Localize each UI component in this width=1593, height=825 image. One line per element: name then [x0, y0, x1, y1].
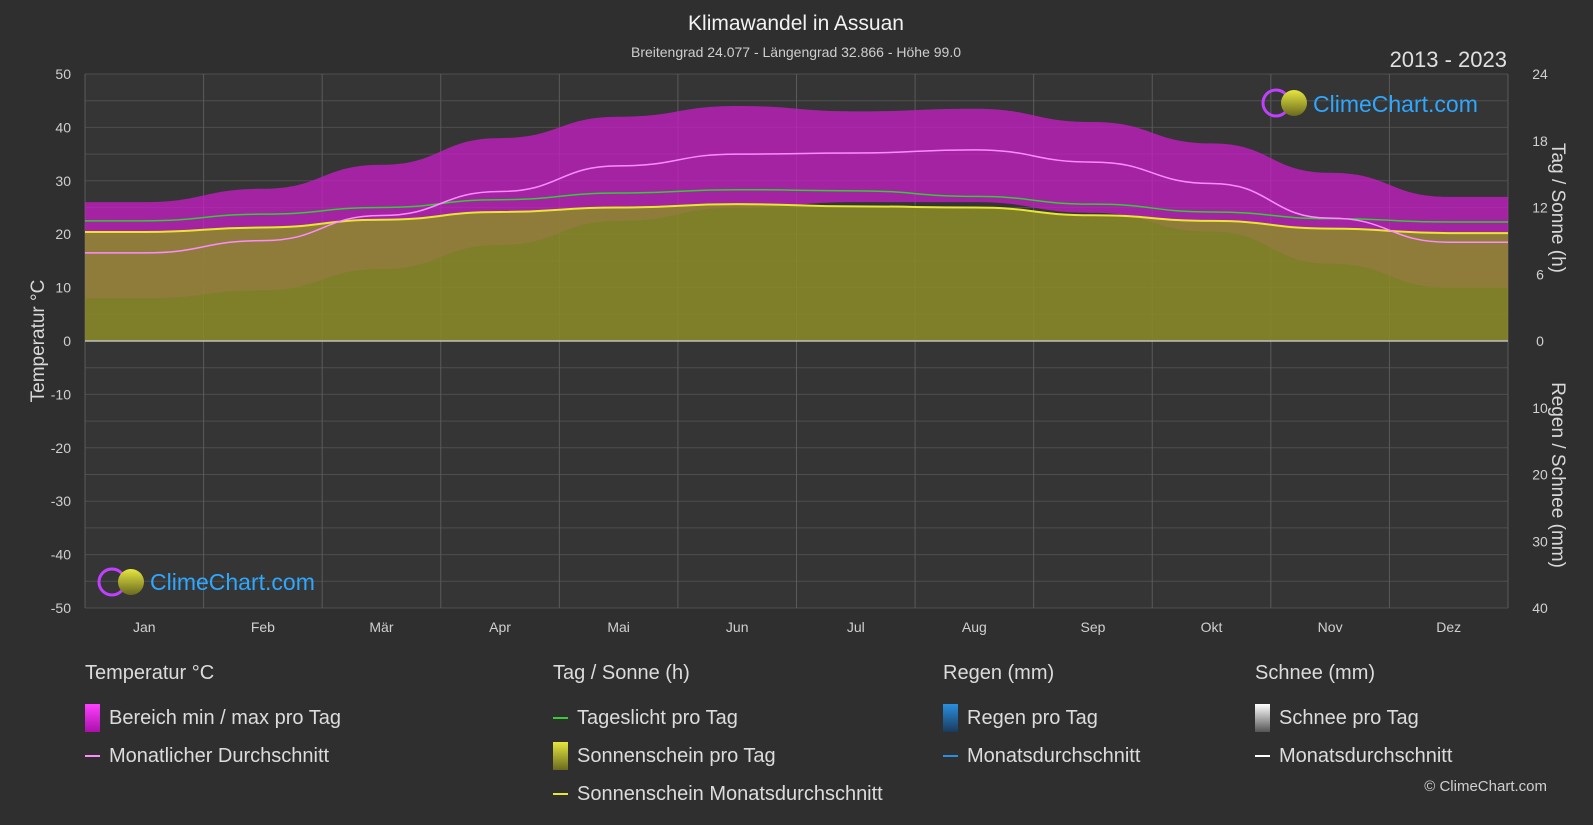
- chart-subtitle: Breitengrad 24.077 - Längengrad 32.866 -…: [631, 44, 961, 60]
- right-top-tick-label: 12: [1532, 200, 1548, 216]
- legend-snow: Schnee (mm) Schnee pro Tag Monatsdurchsc…: [1255, 662, 1452, 775]
- legend-rain: Regen (mm) Regen pro Tag Monatsdurchschn…: [943, 662, 1140, 775]
- left-axis-ticks: 50 40 30 20 10 0 -10 -20 -30 -40 -50: [51, 66, 71, 616]
- rain-swatch: [943, 704, 958, 732]
- month-axis-ticks: Jan Feb Mär Apr Mai Jun Jul Aug Sep Okt Nov Dez: [133, 619, 1461, 635]
- left-tick-label: -50: [51, 600, 71, 616]
- series-lines: [84, 149, 1508, 342]
- month-tick-label: Apr: [489, 619, 511, 635]
- right-axis-ticks: 24 18 12 6 0 10 20 30 40: [1532, 66, 1548, 616]
- month-tick-label: Sep: [1080, 619, 1105, 635]
- logo-sun-icon: [118, 569, 144, 595]
- right-top-tick-label: 6: [1536, 266, 1544, 282]
- daylight-swatch: [553, 717, 568, 719]
- left-tick-label: -40: [51, 547, 71, 563]
- year-range: 2013 - 2023: [1390, 47, 1507, 72]
- month-tick-label: Jun: [726, 619, 749, 635]
- legend-rain-per-day: Regen pro Tag: [967, 706, 1098, 729]
- left-tick-label: -10: [51, 386, 71, 402]
- month-tick-label: Aug: [962, 619, 987, 635]
- month-tick-label: Mai: [607, 619, 630, 635]
- legend-rain-title: Regen (mm): [943, 662, 1055, 684]
- rain-avg-swatch: [943, 755, 958, 757]
- month-tick-label: Mär: [369, 619, 393, 635]
- logo-text-bottom: ClimeChart.com: [150, 569, 315, 595]
- temperature-avg-line: [85, 149, 1508, 254]
- sunshine-area: [85, 204, 1508, 341]
- snow-swatch: [1255, 704, 1270, 732]
- left-tick-label: 20: [55, 226, 71, 242]
- left-tick-label: 30: [55, 173, 71, 189]
- legend-temp-range: Bereich min / max pro Tag: [109, 706, 341, 729]
- logo-text-top: ClimeChart.com: [1313, 91, 1478, 117]
- sunshine-swatch: [553, 742, 568, 770]
- legend-daylight: Tageslicht pro Tag: [577, 706, 738, 729]
- logo-top: ClimeChart.com: [1261, 88, 1478, 118]
- left-tick-label: -20: [51, 440, 71, 456]
- snow-avg-swatch: [1255, 755, 1270, 757]
- right-top-axis-title: Tag / Sonne (h): [1547, 143, 1568, 273]
- right-top-tick-label: 24: [1532, 66, 1548, 82]
- legend-rain-avg: Monatsdurchschnitt: [967, 744, 1141, 767]
- temp-avg-swatch: [85, 755, 100, 757]
- left-tick-label: 10: [55, 280, 71, 296]
- right-top-tick-label: 18: [1532, 133, 1548, 149]
- copyright: © ClimeChart.com: [1424, 778, 1547, 795]
- legend-snow-avg: Monatsdurchschnitt: [1279, 744, 1453, 767]
- left-tick-label: 40: [55, 119, 71, 135]
- left-tick-label: -30: [51, 493, 71, 509]
- legend-snow-per-day: Schnee pro Tag: [1279, 706, 1419, 729]
- legend-snow-title: Schnee (mm): [1255, 662, 1376, 684]
- legend-temperature-title: Temperatur °C: [85, 662, 215, 684]
- month-tick-label: Jan: [133, 619, 156, 635]
- month-tick-label: Feb: [251, 619, 275, 635]
- chart-title: Klimawandel in Assuan: [688, 12, 904, 35]
- month-tick-label: Dez: [1436, 619, 1461, 635]
- sunshine-avg-swatch: [553, 793, 568, 795]
- right-bottom-tick-label: 20: [1532, 467, 1548, 483]
- left-tick-label: 0: [63, 333, 71, 349]
- legend-sun-title: Tag / Sonne (h): [553, 662, 690, 684]
- logo-bottom: ClimeChart.com: [97, 567, 315, 597]
- temp-range-swatch: [85, 704, 100, 732]
- month-tick-label: Okt: [1201, 619, 1223, 635]
- legend-temp-avg: Monatlicher Durchschnitt: [109, 744, 330, 767]
- month-tick-label: Jul: [847, 619, 865, 635]
- daylight-line: [85, 188, 1508, 223]
- left-tick-label: 50: [55, 66, 71, 82]
- right-bottom-tick-label: 10: [1532, 400, 1548, 416]
- legend-sunshine-avg: Sonnenschein Monatsdurchschnitt: [577, 782, 883, 805]
- legend-sunshine: Sonnenschein pro Tag: [577, 744, 776, 767]
- legend-sun: Tag / Sonne (h) Tageslicht pro Tag Sonne…: [553, 662, 883, 813]
- left-axis-title: Temperatur °C: [28, 280, 49, 403]
- right-bottom-tick-label: 40: [1532, 600, 1548, 616]
- right-bottom-axis-title: Regen / Schnee (mm): [1547, 382, 1568, 568]
- month-tick-label: Nov: [1318, 619, 1343, 635]
- logo-sun-icon: [1281, 90, 1307, 116]
- sunshine-area-path: [85, 204, 1508, 341]
- sunshine-avg-line: [84, 203, 1508, 235]
- right-top-tick-label: 0: [1536, 333, 1544, 349]
- right-bottom-tick-label: 30: [1532, 533, 1548, 549]
- legend-temperature: Temperatur °C Bereich min / max pro Tag …: [85, 662, 341, 775]
